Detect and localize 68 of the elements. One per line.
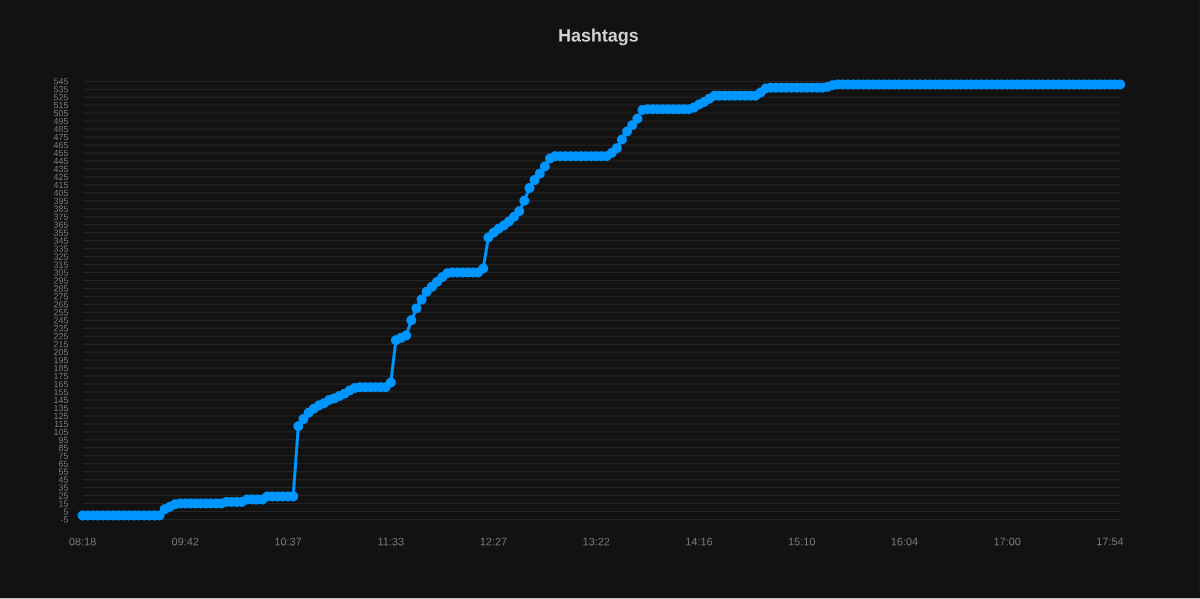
y-tick-label: 525	[53, 94, 69, 101]
x-tick-label: 17:00	[994, 537, 1021, 546]
y-tick-label: 125	[54, 412, 69, 420]
x-tick-label: 15:10	[788, 537, 815, 546]
y-tick-label: 305	[53, 269, 69, 276]
y-tick-label: 5	[63, 508, 69, 515]
y-tick-label: 75	[58, 452, 69, 460]
y-tick-label: 535	[53, 86, 69, 93]
chart-title: Hashtags	[559, 28, 638, 46]
y-tick-label: 415	[53, 181, 69, 189]
y-tick-label: 235	[53, 325, 69, 332]
x-tick-label: 14:16	[686, 537, 713, 546]
y-tick-label: 435	[53, 165, 69, 173]
y-tick-label: 245	[53, 317, 69, 324]
y-tick-label: 215	[53, 341, 69, 348]
y-tick-label: 405	[53, 189, 69, 197]
y-tick-label: 95	[58, 436, 69, 444]
y-tick-label: 275	[53, 293, 69, 300]
y-tick-label: 505	[53, 110, 69, 117]
y-tick-label: 195	[54, 357, 69, 364]
y-tick-label: 225	[53, 333, 69, 340]
y-tick-label: 335	[53, 245, 69, 252]
y-tick-label: 205	[53, 349, 69, 356]
y-tick-label: 65	[58, 460, 69, 468]
y-tick-label: 55	[58, 468, 69, 476]
y-tick-label: 365	[53, 221, 69, 229]
y-tick-label: 175	[54, 373, 69, 380]
y-tick-label: 165	[54, 381, 69, 388]
y-tick-label: 265	[53, 301, 69, 308]
y-tick-label: 345	[53, 237, 69, 245]
y-tick-label: 295	[53, 277, 69, 284]
y-tick-label: 425	[53, 173, 69, 181]
y-tick-label: 495	[53, 118, 69, 125]
y-tick-label: 25	[58, 492, 69, 499]
y-tick-label: 395	[53, 197, 69, 205]
y-tick-label: 475	[53, 134, 69, 141]
x-tick-label: 10:37	[275, 537, 302, 546]
y-tick-label: 115	[54, 420, 69, 428]
x-tick-label: 08:18	[69, 537, 96, 546]
x-tick-label: 09:42	[172, 537, 199, 546]
y-tick-label: 255	[53, 309, 69, 316]
x-tick-label: 17:54	[1097, 537, 1124, 546]
x-tick-label: 13:22	[583, 537, 610, 546]
x-tick-label: 16:04	[891, 537, 918, 546]
y-tick-label: 515	[53, 102, 69, 109]
y-tick-label: 385	[53, 205, 69, 213]
y-tick-label: 355	[53, 229, 69, 237]
y-tick-label: 45	[58, 476, 69, 483]
y-tick-label: 465	[53, 142, 69, 149]
y-tick-label: 315	[53, 261, 69, 268]
y-tick-label: 15	[59, 500, 69, 507]
y-tick-label: 85	[58, 444, 69, 452]
y-tick-label: 445	[53, 158, 69, 165]
y-tick-label: 545	[53, 78, 69, 85]
y-tick-label: 145	[54, 397, 69, 404]
y-tick-label: -5	[60, 516, 69, 523]
y-tick-label: 485	[53, 126, 69, 133]
y-tick-label: 285	[53, 285, 69, 292]
y-tick-label: 455	[53, 150, 69, 157]
y-tick-label: 155	[54, 389, 69, 396]
y-tick-label: 135	[54, 404, 69, 412]
y-tick-label: 325	[53, 253, 69, 260]
y-tick-label: 375	[53, 213, 69, 221]
y-tick-label: 185	[54, 365, 69, 372]
x-tick-label: 12:27	[480, 537, 507, 546]
y-tick-label: 35	[58, 484, 69, 491]
x-tick-label: 11:33	[378, 537, 404, 546]
y-tick-label: 105	[54, 428, 69, 436]
